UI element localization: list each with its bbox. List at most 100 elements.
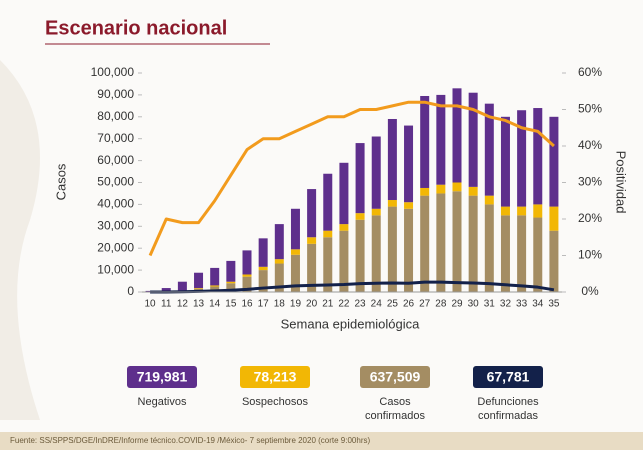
x-tick-label: 10 bbox=[145, 299, 157, 310]
summary-caption: Defunciones bbox=[477, 396, 539, 408]
bar-segment bbox=[339, 230, 349, 292]
bar-segment bbox=[468, 186, 478, 196]
y2-tick-label: 30% bbox=[578, 175, 602, 189]
bar-segment bbox=[533, 204, 543, 218]
y-tick-label: 10,000 bbox=[97, 262, 134, 276]
bar-segment bbox=[549, 230, 559, 292]
bar-segment bbox=[274, 259, 284, 264]
x-tick-label: 13 bbox=[193, 299, 205, 310]
y-tick-label: 0 bbox=[127, 284, 134, 298]
bar-segment bbox=[533, 108, 543, 205]
x-tick-label: 17 bbox=[258, 299, 270, 310]
bar-segment bbox=[387, 206, 397, 292]
bar-segment bbox=[258, 270, 268, 292]
bar-segment bbox=[323, 173, 333, 231]
x-tick-label: 32 bbox=[500, 299, 512, 310]
bar-segment bbox=[210, 267, 220, 286]
bar-segment bbox=[452, 191, 462, 292]
bar-segment bbox=[484, 103, 494, 196]
x-tick-label: 30 bbox=[468, 299, 480, 310]
y-tick-label: 100,000 bbox=[91, 65, 135, 79]
bar-segment bbox=[500, 116, 510, 207]
bar-segment bbox=[242, 250, 252, 275]
y2-tick-label: 0% bbox=[581, 284, 599, 298]
y-tick-label: 90,000 bbox=[97, 87, 134, 101]
bar-segment bbox=[500, 215, 510, 292]
bar-segment bbox=[177, 281, 187, 291]
x-tick-label: 28 bbox=[435, 299, 447, 310]
bar-segment bbox=[371, 215, 381, 292]
x-tick-label: 29 bbox=[451, 299, 463, 310]
bar-segment bbox=[452, 182, 462, 192]
bar-segment bbox=[258, 266, 268, 271]
bar-segment bbox=[517, 206, 527, 216]
y-tick-label: 20,000 bbox=[97, 240, 134, 254]
y2-tick-label: 10% bbox=[578, 248, 602, 262]
summary-value: 719,981 bbox=[137, 369, 188, 385]
summary-caption: Casos bbox=[379, 396, 411, 408]
bar-segment bbox=[355, 143, 365, 214]
footer-band bbox=[0, 432, 643, 450]
summary-value: 637,509 bbox=[370, 369, 421, 385]
bar-segment bbox=[452, 88, 462, 183]
bar-segment bbox=[404, 208, 414, 292]
bar-segment bbox=[161, 288, 171, 292]
slide-title: Escenario nacional bbox=[45, 17, 227, 39]
bar-segment bbox=[468, 92, 478, 187]
bar-segment bbox=[420, 95, 430, 188]
summary-box bbox=[473, 366, 543, 388]
x-tick-label: 11 bbox=[161, 299, 172, 310]
y-tick-label: 80,000 bbox=[97, 109, 134, 123]
bar-segment bbox=[549, 206, 559, 231]
x-tick-label: 27 bbox=[419, 299, 431, 310]
bar-segment bbox=[323, 237, 333, 292]
bar-segment bbox=[210, 285, 220, 287]
summary-caption: Negativos bbox=[138, 396, 187, 408]
bar-segment bbox=[307, 189, 317, 238]
x-tick-label: 35 bbox=[548, 299, 560, 310]
bar-segment bbox=[436, 184, 446, 194]
x-tick-label: 31 bbox=[484, 299, 496, 310]
bar-segment bbox=[290, 254, 300, 292]
bar-segment bbox=[226, 260, 236, 282]
bar-segment bbox=[210, 286, 220, 292]
y2-tick-label: 60% bbox=[578, 65, 602, 79]
bar-segment bbox=[517, 215, 527, 292]
y-tick-label: 40,000 bbox=[97, 197, 134, 211]
bar-segment bbox=[290, 249, 300, 255]
bar-segment bbox=[500, 206, 510, 216]
summary-value: 78,213 bbox=[254, 369, 297, 385]
summary-box bbox=[240, 366, 310, 388]
bar-segment bbox=[371, 136, 381, 209]
x-tick-label: 24 bbox=[371, 299, 383, 310]
line bbox=[148, 100, 555, 257]
x-tick-label: 19 bbox=[290, 299, 302, 310]
summary-value: 67,781 bbox=[487, 369, 530, 385]
bar-segment bbox=[484, 204, 494, 292]
bar-segment bbox=[194, 272, 204, 289]
footer: Fuente: SS/SPPS/DGE/InDRE/Informe técnic… bbox=[10, 436, 370, 445]
summary-box bbox=[127, 366, 197, 388]
x-tick-label: 23 bbox=[355, 299, 367, 310]
x-tick-label: 14 bbox=[209, 299, 221, 310]
summary-caption: confirmados bbox=[365, 410, 425, 422]
x-tick-label: 21 bbox=[322, 299, 334, 310]
bar-segment bbox=[517, 110, 527, 207]
bar-segment bbox=[323, 230, 333, 238]
x-tick-label: 25 bbox=[387, 299, 399, 310]
bar-segment bbox=[355, 213, 365, 220]
y-tick-label: 50,000 bbox=[97, 175, 134, 189]
bar-segment bbox=[226, 283, 236, 292]
summary-box bbox=[360, 366, 430, 388]
x-tick-label: 33 bbox=[516, 299, 528, 310]
decoration bbox=[0, 60, 40, 420]
line bbox=[150, 280, 555, 294]
y2-axis-label: Positividad bbox=[614, 151, 629, 214]
bar-segment bbox=[549, 116, 559, 207]
y2-tick-label: 50% bbox=[578, 102, 602, 116]
bar-segment bbox=[242, 276, 252, 292]
bar-segment bbox=[436, 193, 446, 292]
x-axis-label: Semana epidemiológica bbox=[281, 316, 421, 331]
x-tick-label: 12 bbox=[177, 299, 189, 310]
